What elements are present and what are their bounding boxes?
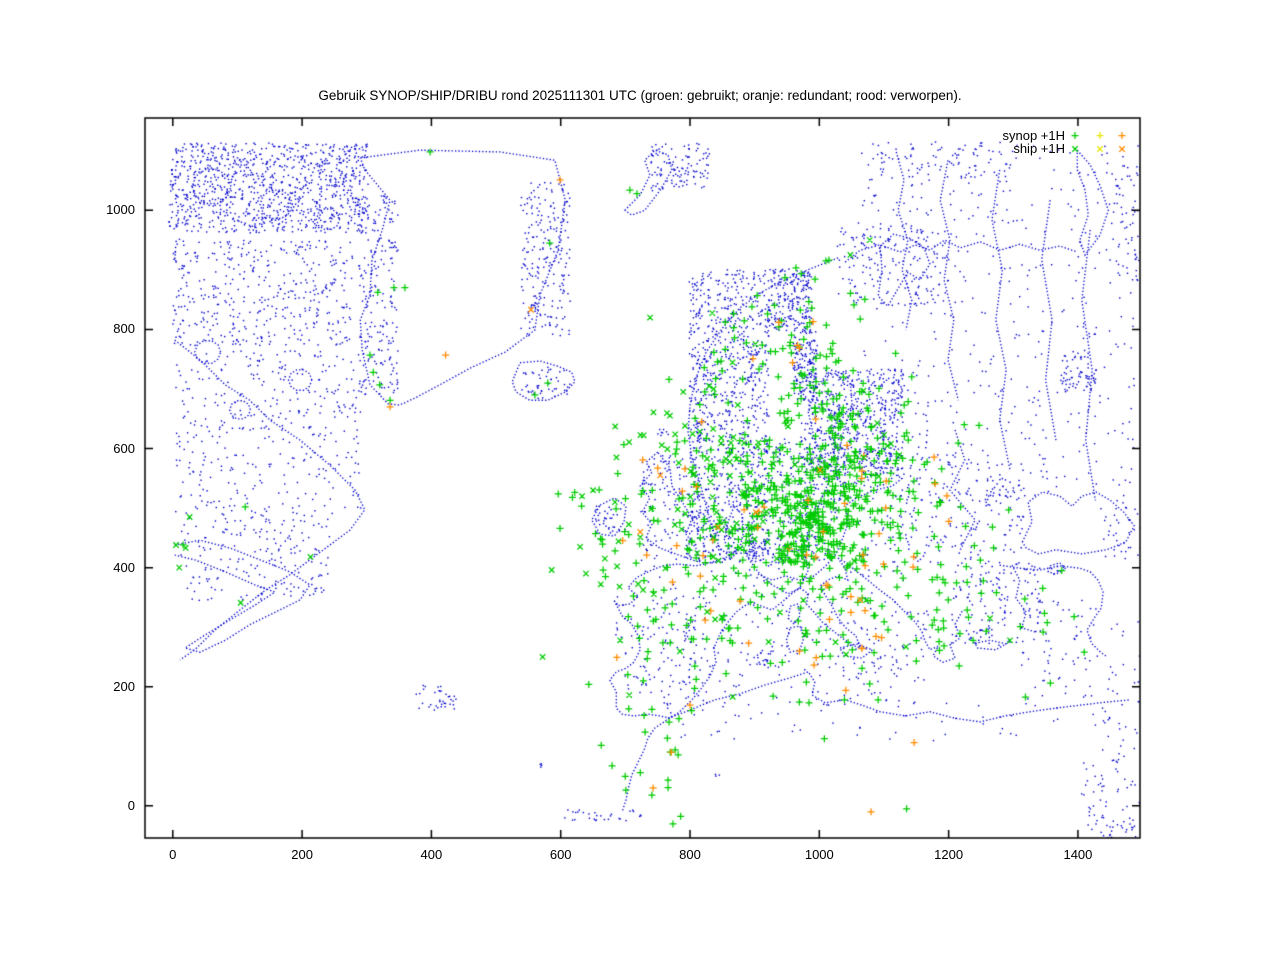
x-tick-label: 800 <box>679 847 701 862</box>
chart-title: Gebruik SYNOP/SHIP/DRIBU rond 2025111301… <box>318 88 962 103</box>
x-tick-label: 200 <box>291 847 313 862</box>
legend-label-ship: ship +1H <box>1013 141 1065 156</box>
y-tick-label: 0 <box>127 797 135 813</box>
x-tick-label: 400 <box>420 847 443 862</box>
y-tick-label: 400 <box>113 559 135 575</box>
x-tick-label: 0 <box>169 847 177 862</box>
y-tick-label: 800 <box>113 321 135 337</box>
y-tick-label: 200 <box>113 678 135 694</box>
y-tick-label: 600 <box>113 440 135 456</box>
x-tick-label: 600 <box>549 847 572 862</box>
x-tick-label: 1200 <box>934 847 964 862</box>
legend-label-synop: synop +1H <box>1002 128 1065 143</box>
x-tick-label: 1000 <box>804 847 834 862</box>
legend-entry-ship: ship +1H <box>865 142 1065 156</box>
x-tick-label: 1400 <box>1063 847 1093 862</box>
legend-entry-synop: synop +1H <box>865 129 1065 143</box>
y-tick-label: 1000 <box>106 202 135 218</box>
